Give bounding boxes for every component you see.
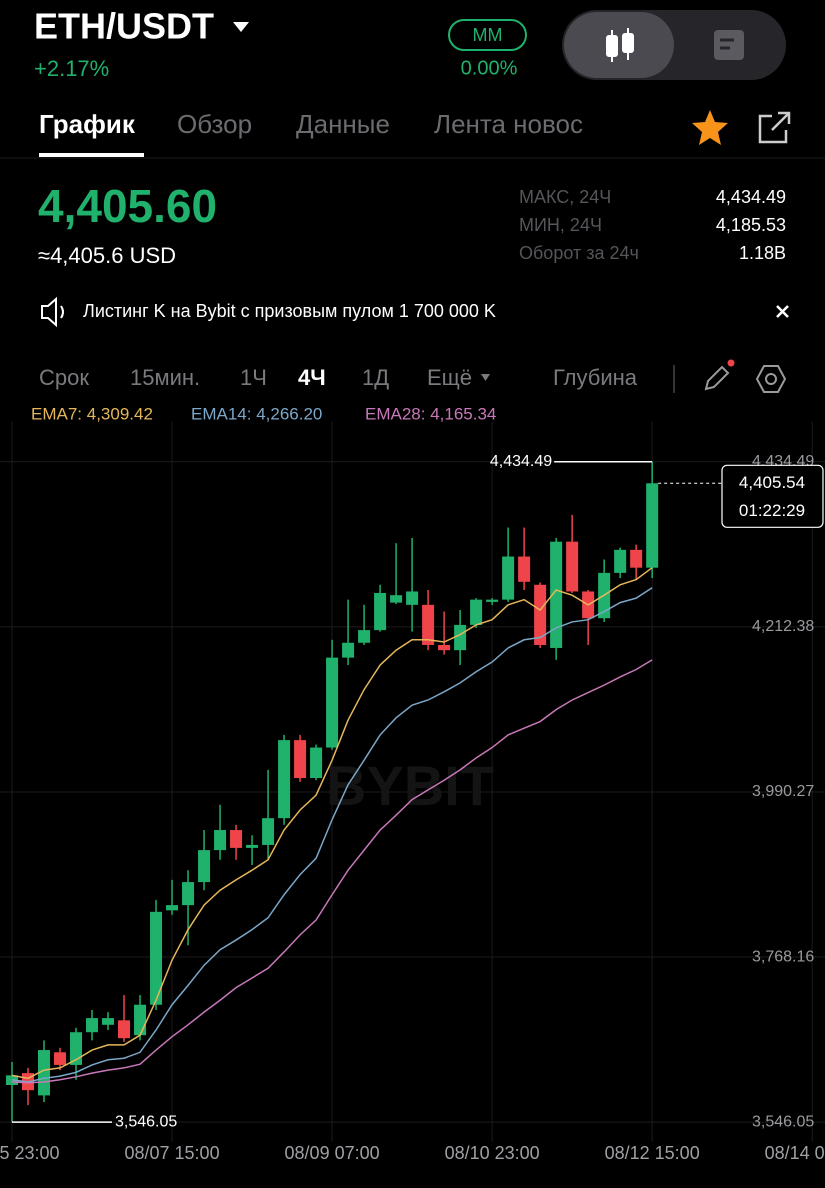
mm-label[interactable]: MM [473, 25, 503, 45]
candle-body [38, 1050, 51, 1096]
candle-body [646, 483, 659, 568]
candle-body [566, 541, 579, 592]
interval-tab[interactable]: 4Ч [298, 365, 326, 390]
mm-pill[interactable] [448, 19, 527, 51]
candle-icon [606, 28, 634, 62]
depth-tab[interactable]: Глубина [553, 365, 638, 390]
last-price: 4,405.60 [38, 180, 217, 232]
candle-body [134, 1004, 147, 1036]
candle-body [390, 595, 403, 603]
tab[interactable]: Лента новос [434, 109, 583, 139]
candle-body [118, 1020, 131, 1039]
chart-view-button[interactable] [564, 12, 674, 78]
draw-tool[interactable] [704, 365, 730, 391]
candle-body [310, 747, 323, 779]
ema-legend: EMA7: 4,309.42 [31, 404, 153, 423]
candle-body [278, 740, 291, 819]
candle-body [630, 549, 643, 568]
candle-body [550, 541, 563, 648]
candle-body [198, 850, 211, 883]
stat-label: МИН, 24Ч [519, 215, 602, 235]
candle-body [150, 911, 163, 1005]
interval-tab[interactable]: 15мин. [130, 365, 200, 390]
high-marker-label: 4,434.49 [490, 453, 552, 470]
x-tick-label: 08/09 07:00 [285, 1143, 380, 1163]
countdown: 01:22:29 [739, 501, 805, 520]
tab[interactable]: Данные [296, 109, 390, 139]
mm-value: 0.00% [461, 57, 518, 79]
candle-body [358, 630, 371, 643]
candle-body [438, 644, 451, 651]
ema-line [11, 659, 653, 1084]
banner-text[interactable]: Листинг K на Bybit с призовым пулом 1 70… [83, 301, 496, 321]
candle-body [54, 1052, 67, 1065]
pair[interactable]: ETH/USDT [34, 6, 214, 47]
pair-dropdown[interactable] [233, 22, 249, 32]
ema-legend: EMA14: 4,266.20 [191, 404, 322, 423]
candle-body [406, 591, 419, 605]
interval-tab[interactable]: 1Д [362, 365, 389, 390]
low-marker-label: 3,546.05 [115, 1113, 177, 1130]
candle-body [342, 642, 355, 658]
stat-label: МАКС, 24Ч [519, 187, 611, 207]
candle-body [166, 905, 179, 911]
candle-body [246, 844, 259, 848]
more-caret[interactable] [481, 374, 490, 381]
stat-value: 4,185.53 [716, 215, 786, 235]
x-tick-label: 08/07 15:00 [124, 1143, 219, 1163]
interval-tab[interactable]: Срок [39, 365, 89, 390]
candle-body [486, 599, 499, 602]
stat-value: 1.18B [739, 243, 786, 263]
x-tick-label: 08/14 07:00 [765, 1143, 825, 1163]
ema-line [11, 567, 653, 1080]
stat-label: Оборот за 24ч [519, 243, 639, 263]
candle-body [454, 624, 467, 651]
candle-body [230, 830, 243, 848]
candle-body [86, 1018, 99, 1033]
candle-body [70, 1032, 83, 1065]
x-tick-label: 08/12 15:00 [605, 1143, 700, 1163]
y-tick-label: 3,546.05 [752, 1113, 814, 1130]
x-tick-label: 08/10 23:00 [445, 1143, 540, 1163]
candle-body [214, 830, 227, 851]
candle-body [326, 657, 339, 748]
last-price-box [721, 464, 824, 528]
x-tick-label: 08/05 23:00 [0, 1143, 60, 1163]
change: +2.17% [34, 56, 109, 81]
draw-dot [727, 359, 735, 367]
interval-tab[interactable]: Ещё [427, 365, 472, 390]
tab[interactable]: График [39, 109, 136, 139]
speaker-icon [41, 296, 64, 328]
last-price-label: 4,405.54 [739, 473, 805, 492]
favorite-star[interactable] [692, 110, 728, 145]
candle-body [614, 549, 627, 573]
watermark: BYBIT [326, 754, 494, 817]
candle-body [502, 556, 515, 600]
candle-body [102, 1018, 115, 1025]
tab[interactable]: Обзор [177, 109, 252, 139]
candle-body [534, 584, 547, 645]
share-icon[interactable] [758, 111, 791, 144]
active-tab-underline [39, 153, 144, 157]
doc-view-button[interactable] [714, 30, 744, 60]
interval-tab[interactable]: 1Ч [240, 365, 267, 390]
candle-body [182, 882, 195, 906]
y-tick-label: 4,212.38 [752, 618, 814, 635]
usd-price: ≈4,405.6 USD [38, 243, 176, 268]
settings-icon[interactable] [755, 365, 787, 393]
candle-body [262, 818, 275, 845]
candle-body [470, 599, 483, 625]
candle-body [422, 604, 435, 645]
candle-body [374, 592, 387, 631]
y-tick-label: 3,990.27 [752, 783, 814, 800]
banner-close[interactable] [776, 305, 789, 318]
ema-line [11, 587, 653, 1083]
candle-body [294, 740, 307, 779]
ema-legend: EMA28: 4,165.34 [365, 404, 496, 423]
stat-value: 4,434.49 [716, 187, 786, 207]
candle-body [518, 556, 531, 582]
y-tick-label: 3,768.16 [752, 948, 814, 965]
